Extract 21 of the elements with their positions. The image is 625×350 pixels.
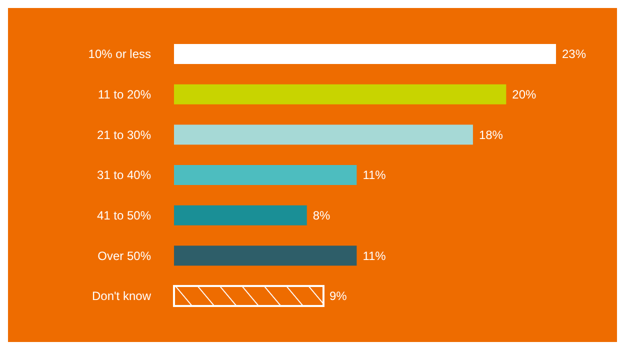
bar <box>173 285 324 307</box>
y-tick-label: Don't know <box>92 289 152 304</box>
data-label: 20% <box>512 88 537 102</box>
bar <box>174 84 506 104</box>
bar <box>174 124 473 145</box>
bar <box>174 205 307 226</box>
bar <box>174 44 556 64</box>
bar <box>174 165 357 185</box>
y-tick-label: 31 to 40% <box>96 168 152 182</box>
y-tick-label: Over 50% <box>98 248 152 263</box>
bar <box>174 246 357 266</box>
y-tick-label: 41 to 50% <box>96 208 152 223</box>
data-label: 8% <box>312 208 331 223</box>
data-label: 23% <box>562 47 586 62</box>
y-tick-label: 10% or less <box>88 47 151 62</box>
data-label: 18% <box>478 128 504 142</box>
data-label: 11% <box>362 248 386 263</box>
y-tick-label: 11 to 20% <box>98 88 152 102</box>
y-tick-label: 21 to 30% <box>96 128 152 142</box>
data-label: 11% <box>362 168 386 182</box>
data-label: 9% <box>329 289 348 304</box>
